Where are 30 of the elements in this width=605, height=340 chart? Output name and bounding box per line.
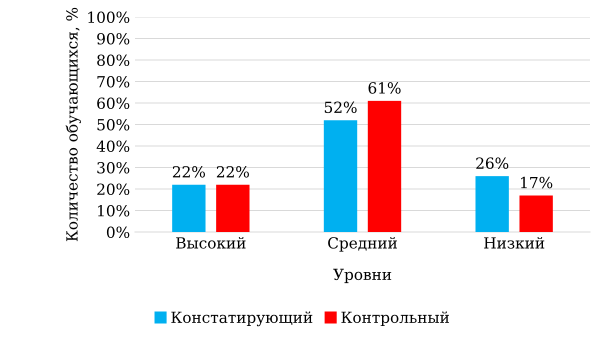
y-tick-label: 20% xyxy=(97,183,130,196)
x-tick-label: Низкий xyxy=(484,237,544,249)
x-tick-label: Высокий xyxy=(176,237,246,249)
y-tick-label: 60% xyxy=(97,97,130,110)
bar xyxy=(519,195,553,232)
data-label: 61% xyxy=(368,82,401,94)
bar xyxy=(172,184,206,232)
y-tick-label: 0% xyxy=(106,226,130,238)
x-axis-title: Уровни xyxy=(333,268,392,284)
bar xyxy=(475,176,509,232)
data-label: 22% xyxy=(172,166,205,178)
data-label: 26% xyxy=(476,157,508,169)
y-tick-label: 50% xyxy=(97,118,130,131)
y-tick-label: 30% xyxy=(97,162,130,174)
y-tick-label: 90% xyxy=(97,32,130,45)
x-tick-label: Средний xyxy=(328,237,397,252)
y-tick-label: 80% xyxy=(97,54,130,66)
data-label: 52% xyxy=(324,102,357,114)
bar xyxy=(368,100,402,232)
y-tick-label: 10% xyxy=(98,204,130,217)
bar xyxy=(324,120,358,232)
y-tick-label: 70% xyxy=(97,76,130,88)
y-tick-label: 40% xyxy=(96,140,130,152)
data-label: 22% xyxy=(216,166,249,178)
legend-label: Контрольный xyxy=(341,311,449,326)
y-tick-label: 100% xyxy=(88,11,130,24)
data-label: 17% xyxy=(521,176,552,188)
y-axis-title: Количество обучающихся, % xyxy=(66,8,81,242)
legend-label: Констатирующий xyxy=(171,311,312,326)
bar xyxy=(216,184,250,232)
